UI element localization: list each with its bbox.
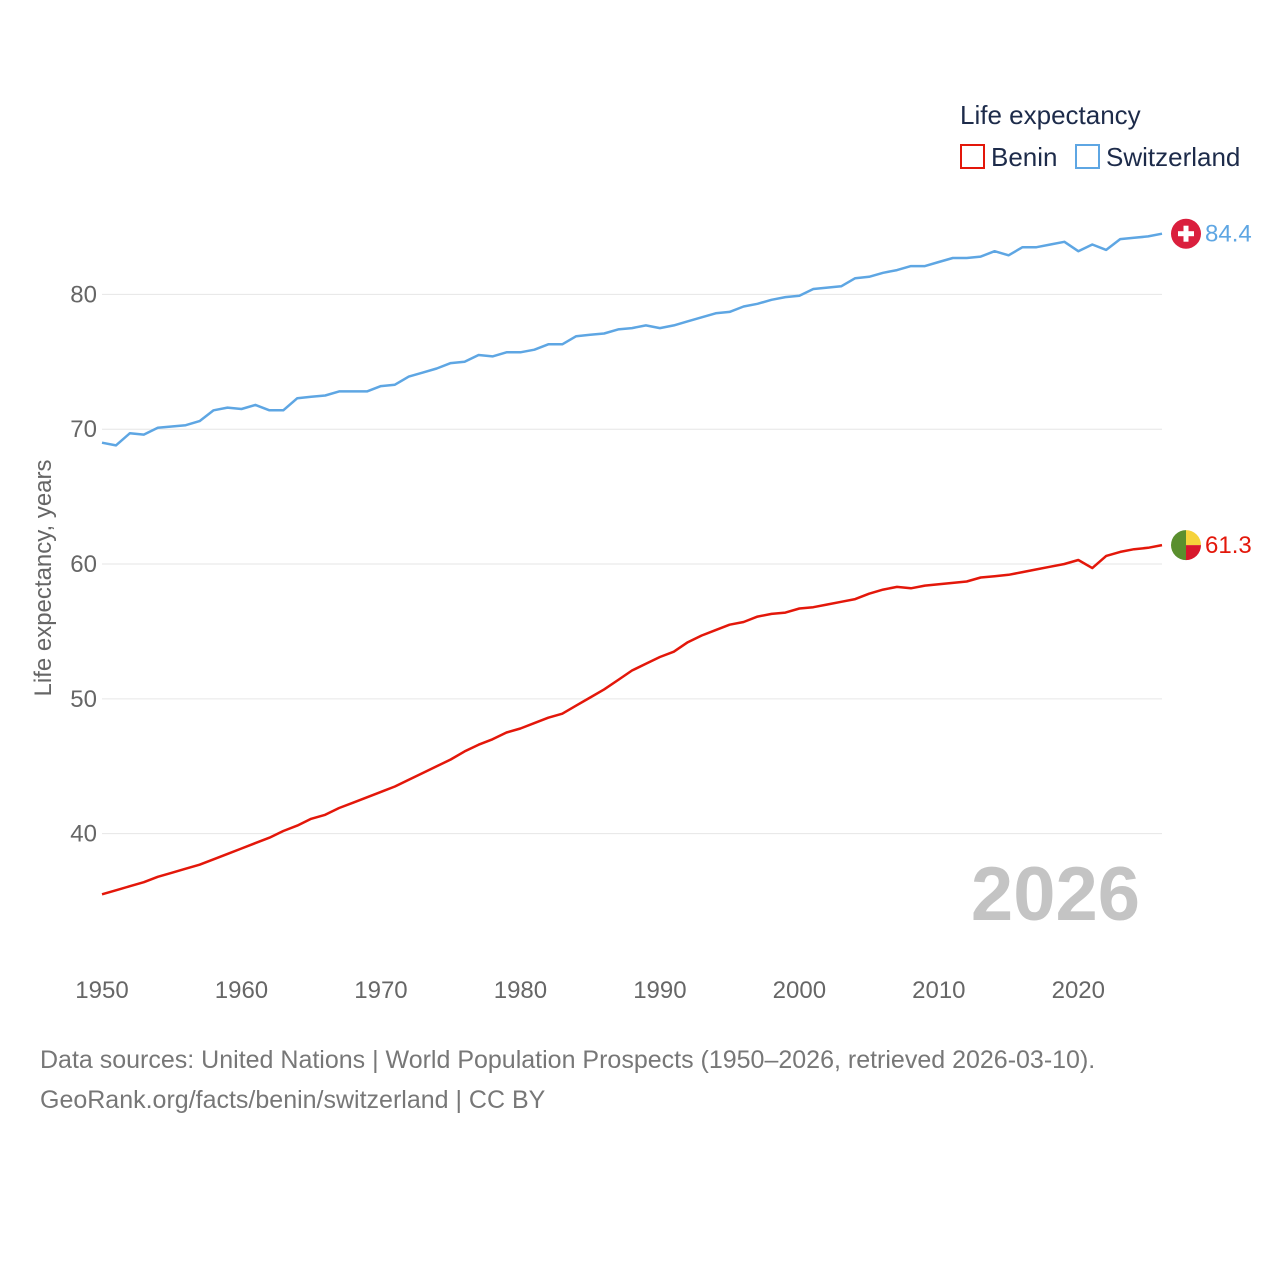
- end-label-benin: 61.3: [1205, 532, 1252, 559]
- series-line-switzerland[interactable]: [101, 232, 1163, 447]
- end-label-switzerland: 84.4: [1205, 221, 1252, 248]
- series-line-benin[interactable]: [101, 543, 1163, 896]
- x-tick-label-2010: 2010: [912, 977, 965, 1004]
- y-tick-label-50: 50: [70, 686, 97, 713]
- legend-label-benin[interactable]: Benin: [991, 142, 1058, 172]
- x-tick-label-1980: 1980: [494, 977, 547, 1004]
- y-tick-label-80: 80: [70, 281, 97, 308]
- gridlines: [102, 293, 1162, 835]
- series-endpoints: 61.3 84.4: [1171, 218, 1252, 561]
- x-axis-ticks: 1950 1960 1970 1980 1990 2000 2010 2020: [75, 977, 1105, 1004]
- x-tick-label-2020: 2020: [1052, 977, 1105, 1004]
- source-line-1: Data sources: United Nations | World Pop…: [40, 1046, 1096, 1074]
- y-axis-ticks: 40 50 60 70 80: [70, 281, 97, 847]
- x-tick-label-2000: 2000: [773, 977, 826, 1004]
- legend-swatch-benin[interactable]: [960, 144, 985, 169]
- x-tick-label-1950: 1950: [75, 977, 128, 1004]
- x-tick-label-1990: 1990: [633, 977, 686, 1004]
- switzerland-flag-icon: [1171, 218, 1201, 249]
- series-lines: [101, 232, 1163, 896]
- x-tick-label-1960: 1960: [215, 977, 268, 1004]
- y-tick-label-60: 60: [70, 551, 97, 578]
- legend-label-switzerland[interactable]: Switzerland: [1106, 142, 1240, 172]
- legend-swatch-switzerland[interactable]: [1075, 144, 1100, 169]
- y-axis-title: Life expectancy, years: [30, 459, 57, 696]
- legend-title: Life expectancy: [960, 100, 1141, 130]
- source-note: Data sources: United Nations | World Pop…: [40, 1040, 1240, 1120]
- legend: Life expectancy Benin Switzerland: [960, 100, 1240, 172]
- source-line-2: GeoRank.org/facts/benin/switzerland | CC…: [40, 1086, 546, 1114]
- x-tick-label-1970: 1970: [354, 977, 407, 1004]
- year-label: 2026: [971, 852, 1140, 937]
- benin-flag-icon: [1171, 530, 1201, 561]
- y-tick-label-70: 70: [70, 416, 97, 443]
- y-tick-label-40: 40: [70, 821, 97, 848]
